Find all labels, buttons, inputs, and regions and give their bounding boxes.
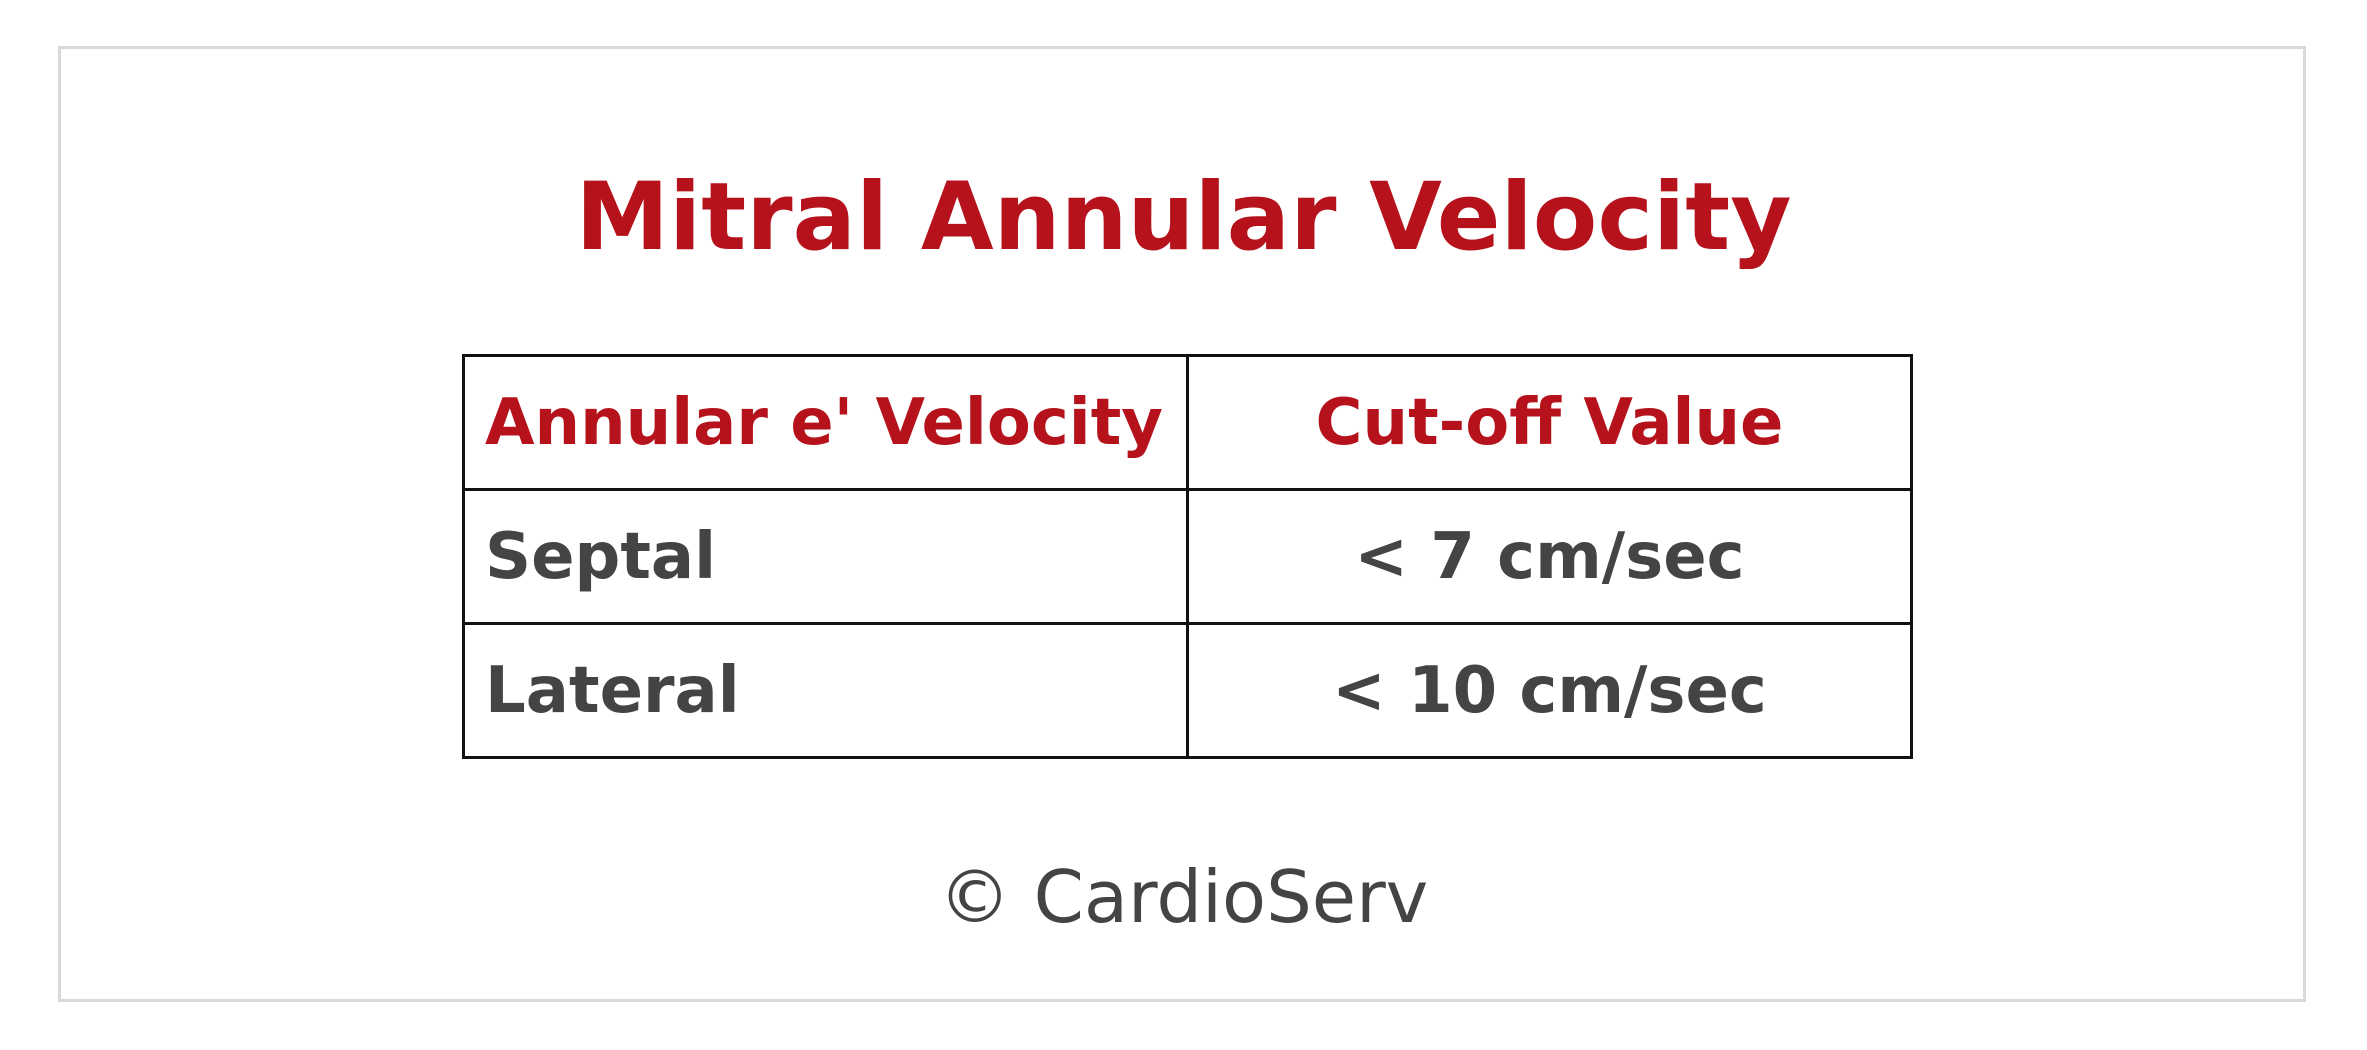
velocity-table: Annular e' Velocity Cut-off Value Septal… (462, 354, 1913, 759)
row-label-lateral: Lateral (462, 622, 1189, 759)
row-value-septal: < 7 cm/sec (1186, 488, 1913, 625)
copyright-notice: © CardioServ (938, 855, 1429, 939)
column-header-annular-velocity: Annular e' Velocity (462, 354, 1189, 491)
table-header-row: Annular e' Velocity Cut-off Value (462, 354, 1913, 491)
row-value-lateral: < 10 cm/sec (1186, 622, 1913, 759)
row-label-septal: Septal (462, 488, 1189, 625)
table-row: Septal < 7 cm/sec (462, 488, 1913, 625)
page-title: Mitral Annular Velocity (575, 163, 1792, 272)
table-row: Lateral < 10 cm/sec (462, 622, 1913, 759)
column-header-cutoff-value: Cut-off Value (1186, 354, 1913, 491)
